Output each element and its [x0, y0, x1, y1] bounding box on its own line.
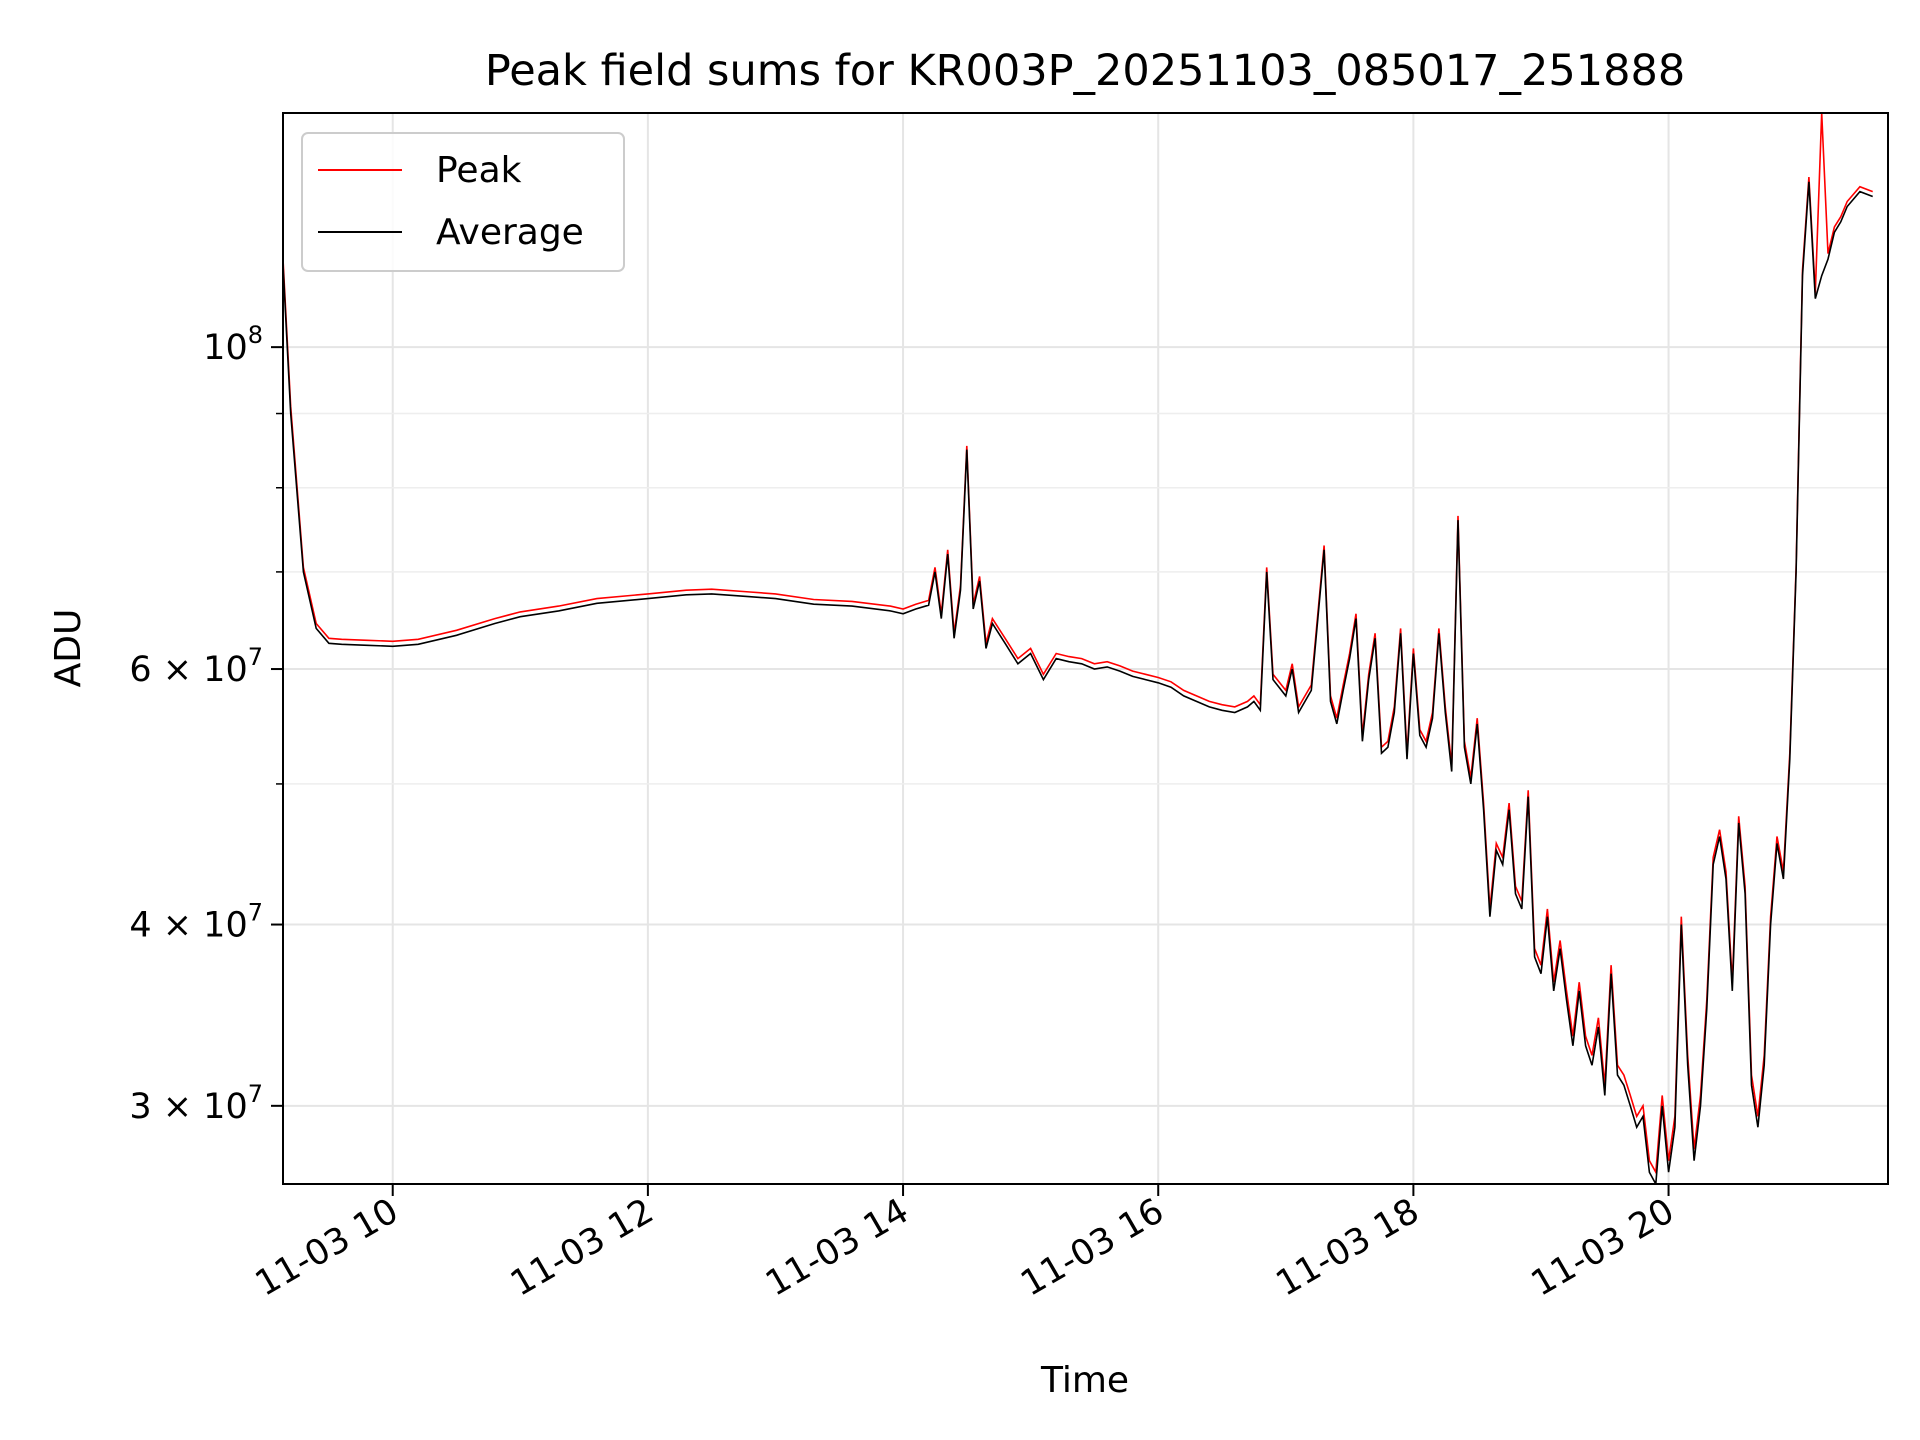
- y-tick-label: 4 × 107: [129, 899, 263, 946]
- legend: Peak Average: [301, 132, 625, 272]
- y-axis-label: ADU: [48, 609, 89, 688]
- legend-label-average: Average: [436, 212, 584, 253]
- x-tick-label: 11-03 10: [249, 1191, 405, 1304]
- x-tick-label: 11-03 12: [504, 1191, 660, 1304]
- x-tick-label: 11-03 18: [1270, 1191, 1426, 1304]
- legend-label-peak: Peak: [436, 150, 522, 191]
- legend-box: [301, 132, 625, 272]
- chart-title: Peak field sums for KR003P_20251103_0850…: [485, 46, 1685, 96]
- y-tick-label: 3 × 107: [129, 1080, 263, 1127]
- x-axis-label: Time: [1040, 1360, 1129, 1401]
- y-axis: 108 6 × 107 4 × 107 3 × 107: [129, 321, 283, 1127]
- x-tick-label: 11-03 16: [1014, 1191, 1170, 1304]
- y-tick-label: 108: [203, 321, 263, 368]
- plot-frame: [282, 112, 1889, 1185]
- gridlines: [283, 113, 1888, 1184]
- series-line-average: [283, 181, 1873, 1184]
- x-axis: 11-03 10 11-03 12 11-03 14 11-03 16 11-03 18…: [249, 1184, 1681, 1304]
- x-tick-label: 11-03 14: [759, 1191, 915, 1304]
- y-tick-label: 6 × 107: [129, 643, 263, 690]
- x-tick-label: 11-03 20: [1525, 1191, 1681, 1304]
